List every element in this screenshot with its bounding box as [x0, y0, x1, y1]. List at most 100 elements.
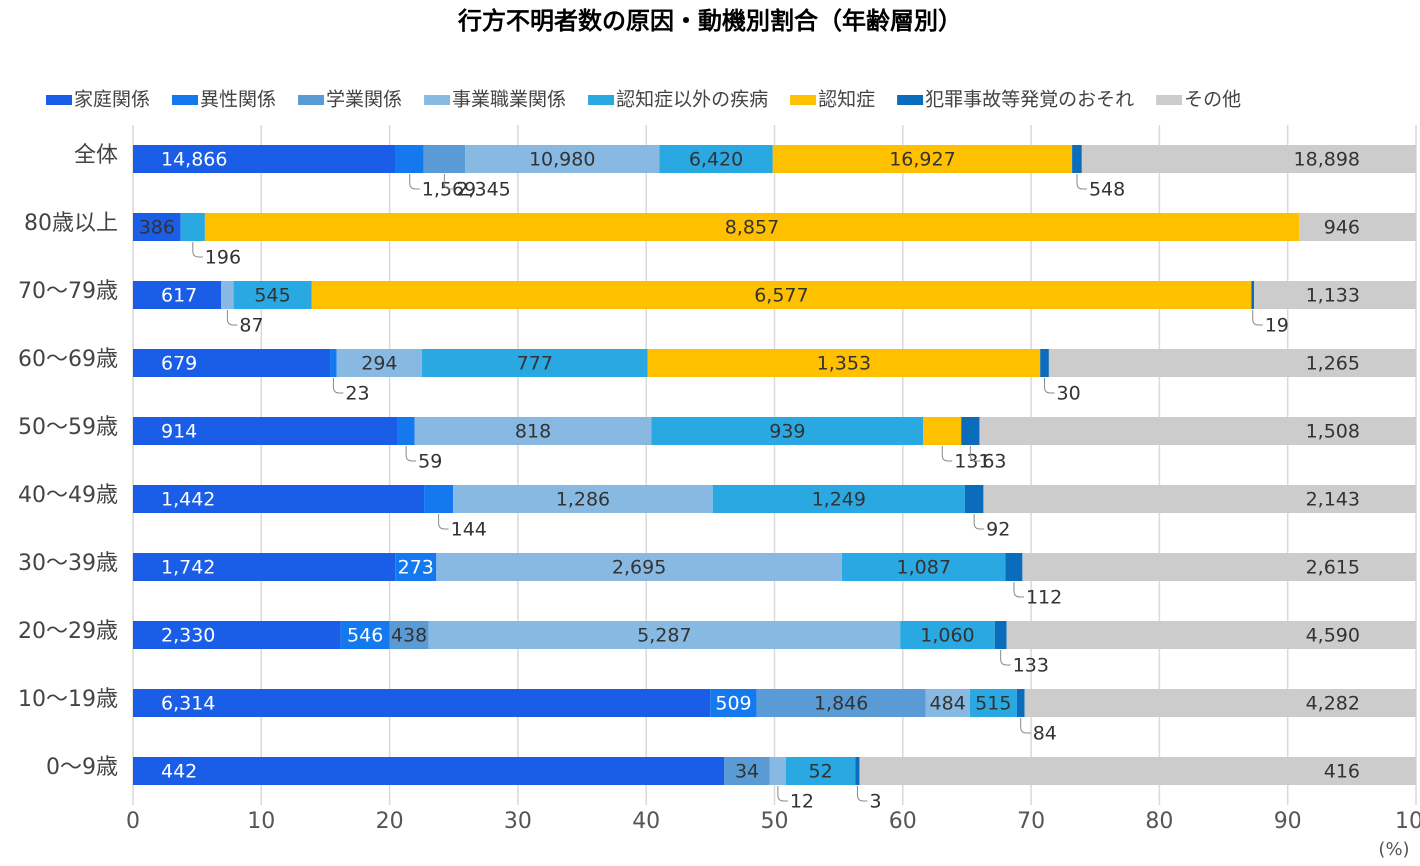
- bar-segment: [1072, 145, 1082, 173]
- x-tick-label: 20: [376, 809, 404, 834]
- data-label: 1,742: [161, 557, 215, 579]
- data-label: 87: [239, 315, 263, 337]
- leader-line: [1076, 174, 1087, 190]
- bar-segment: [395, 553, 437, 581]
- bar-segment: [724, 757, 770, 785]
- data-label: 2,330: [161, 625, 215, 647]
- data-label: 1,249: [812, 489, 866, 511]
- data-label: 679: [161, 353, 197, 375]
- data-label: 19: [1265, 315, 1289, 337]
- bar-segment: [133, 281, 222, 309]
- bar-segment: [397, 417, 415, 445]
- bar-segment: [969, 689, 1017, 717]
- data-label: 1,442: [161, 489, 215, 511]
- data-label: 2,615: [1306, 557, 1360, 579]
- data-label: 30: [1057, 383, 1081, 405]
- data-label: 1,846: [814, 693, 868, 715]
- bar-segment: [1299, 213, 1416, 241]
- x-tick-label: 30: [504, 809, 532, 834]
- data-label: 546: [347, 625, 383, 647]
- legend-swatch: [1156, 95, 1183, 105]
- legend-label: 認知症以外の疾病: [616, 89, 768, 111]
- data-label: 509: [715, 693, 751, 715]
- x-tick-label: 10: [247, 809, 275, 834]
- data-label: 1,353: [817, 353, 871, 375]
- data-label: 6,420: [689, 149, 743, 171]
- bar-segment: [133, 213, 181, 241]
- data-label: 1,508: [1306, 421, 1360, 443]
- legend-swatch: [790, 95, 817, 105]
- data-label: 34: [735, 761, 759, 783]
- bar-segment: [756, 689, 926, 717]
- bar-segment: [1006, 621, 1416, 649]
- data-label: 4,282: [1306, 693, 1360, 715]
- leader-line: [409, 174, 420, 190]
- y-tick-label: 60～69歳: [18, 347, 118, 372]
- y-tick-label: 70～79歳: [18, 279, 118, 304]
- data-label: 1,087: [897, 557, 951, 579]
- data-label: 131: [954, 451, 990, 473]
- leader-line: [438, 514, 449, 530]
- data-label: 18,898: [1294, 149, 1360, 171]
- legend-swatch: [897, 95, 924, 105]
- data-label: 294: [361, 353, 397, 375]
- bar-segment: [1254, 281, 1416, 309]
- data-label: 112: [1026, 587, 1062, 609]
- data-label: 617: [161, 285, 197, 307]
- data-label: 92: [986, 519, 1010, 541]
- bar-segment: [311, 281, 1252, 309]
- bar-segment: [340, 621, 390, 649]
- bar-segment: [336, 349, 423, 377]
- legend-swatch: [588, 95, 615, 105]
- data-label: 1,060: [920, 625, 974, 647]
- bar-segment: [133, 621, 341, 649]
- data-label: 5,287: [637, 625, 691, 647]
- leader-line: [443, 174, 455, 190]
- leader-line: [226, 310, 238, 326]
- bar-segment: [1040, 349, 1049, 377]
- data-label: 273: [398, 557, 434, 579]
- bar-segment: [979, 417, 1416, 445]
- data-label: 939: [769, 421, 805, 443]
- data-label: 2,143: [1306, 489, 1360, 511]
- data-label: 59: [418, 451, 442, 473]
- x-axis-label: (%): [1378, 839, 1409, 860]
- data-label: 84: [1033, 723, 1057, 745]
- data-label: 777: [517, 353, 553, 375]
- x-tick-label: 80: [1145, 809, 1173, 834]
- bar-segment: [133, 417, 398, 445]
- y-tick-label: 全体: [74, 143, 118, 168]
- bar-segment: [423, 145, 466, 173]
- leader-line: [1044, 378, 1055, 394]
- leader-line: [405, 446, 417, 462]
- bar-segment: [180, 213, 205, 241]
- bar-segment: [1081, 145, 1416, 173]
- y-tick-label: 20～29歳: [18, 619, 118, 644]
- bar-segment: [465, 145, 660, 173]
- data-label: 196: [205, 247, 241, 269]
- y-tick-label: 0～9歳: [46, 755, 118, 780]
- bar-segment: [1022, 553, 1416, 581]
- leader-line: [777, 786, 788, 802]
- bar-segment: [961, 417, 980, 445]
- data-label: 545: [254, 285, 290, 307]
- leader-line: [856, 786, 868, 802]
- data-label: 12: [790, 791, 814, 813]
- bar-segment: [647, 349, 1041, 377]
- bar-segment: [414, 417, 652, 445]
- legend-swatch: [172, 95, 199, 105]
- bar-segment: [855, 757, 860, 785]
- legend-swatch: [46, 95, 72, 105]
- data-label: 2,695: [612, 557, 666, 579]
- data-label: 1,265: [1306, 353, 1360, 375]
- bar-segment: [659, 145, 773, 173]
- bar-segment: [1251, 281, 1255, 309]
- data-label: 946: [1324, 217, 1360, 239]
- data-label: 416: [1324, 761, 1360, 783]
- data-label: 14,866: [161, 149, 227, 171]
- leader-line: [1013, 582, 1024, 598]
- bar-segment: [428, 621, 901, 649]
- bar-segment: [923, 417, 962, 445]
- bar-segment: [900, 621, 995, 649]
- bar-segment: [424, 485, 454, 513]
